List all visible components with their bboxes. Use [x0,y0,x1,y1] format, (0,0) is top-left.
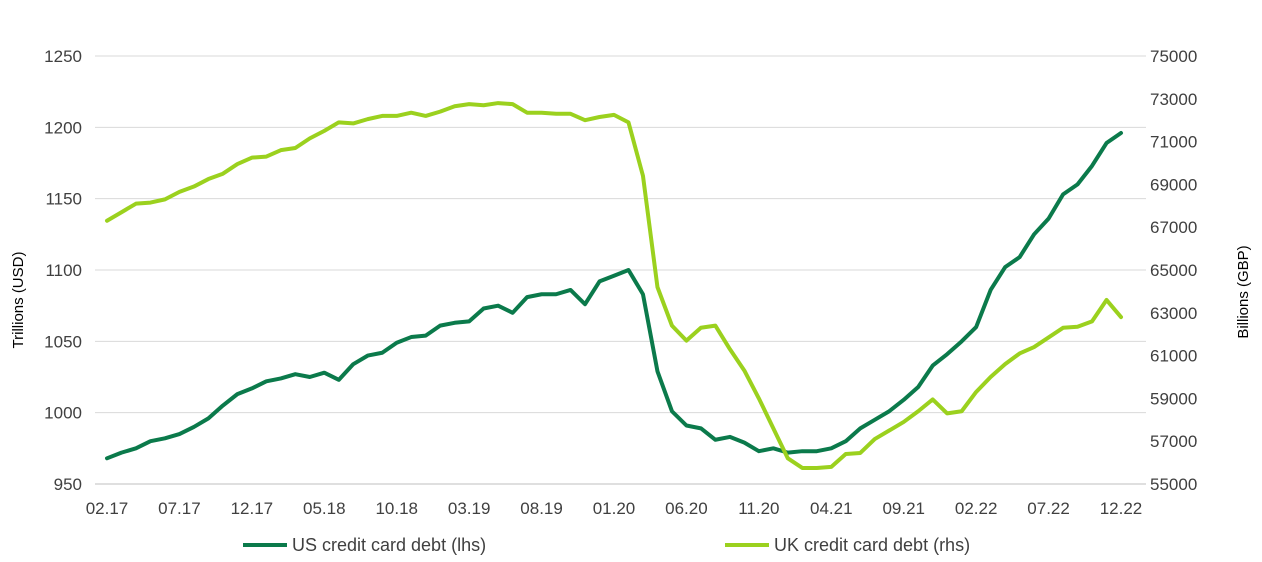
left-tick-label: 950 [54,475,82,494]
left-tick-label: 1200 [44,118,82,137]
left-tick-label: 1100 [45,261,82,280]
left-tick-label: 1000 [44,404,82,423]
left-axis-title: Trillions (USD) [10,252,27,349]
us-debt-line [105,131,1123,461]
right-tick-label: 57000 [1150,432,1197,451]
x-tick-label: 07.17 [158,499,201,518]
x-tick-label: 09.21 [882,499,925,518]
right-tick-label: 65000 [1150,261,1197,280]
uk-debt-line [105,101,1123,470]
legend-label-uk: UK credit card debt (rhs) [774,535,970,555]
x-tick-label: 07.22 [1027,499,1070,518]
x-tick-label: 02.22 [955,499,998,518]
gridlines [95,55,1146,485]
x-tick-label: 03.19 [448,499,491,518]
series-lines [105,101,1123,470]
x-tick-label: 12.17 [231,499,274,518]
right-tick-label: 67000 [1150,218,1197,237]
right-tick-label: 63000 [1150,304,1197,323]
left-axis-ticks: 950 1000 1050 1100 1150 1200 1250 [44,47,82,494]
x-tick-label: 08.19 [520,499,563,518]
x-tick-label: 10.18 [375,499,418,518]
right-tick-label: 73000 [1150,90,1197,109]
x-tick-label: 11.20 [738,499,779,518]
right-tick-label: 61000 [1150,347,1197,366]
left-tick-label: 1250 [44,47,82,66]
left-tick-label: 1150 [45,190,82,209]
right-tick-label: 59000 [1150,389,1197,408]
right-tick-label: 55000 [1150,475,1197,494]
right-axis-title: Billions (GBP) [1235,245,1252,338]
right-tick-label: 75000 [1150,47,1197,66]
x-tick-label: 04.21 [810,499,853,518]
left-tick-label: 1050 [44,332,82,351]
x-tick-label: 05.18 [303,499,346,518]
legend: US credit card debt (lhs) UK credit card… [243,535,970,555]
right-tick-label: 71000 [1150,133,1197,152]
right-tick-label: 69000 [1150,175,1197,194]
x-axis-ticks: 02.17 07.17 12.17 05.18 10.18 03.19 08.19 01.20… [86,499,1143,518]
x-tick-label: 01.20 [593,499,636,518]
right-axis-ticks: 55000 57000 59000 61000 63000 65000 67000 69000… [1150,47,1197,494]
legend-label-us: US credit card debt (lhs) [292,535,486,555]
x-tick-label: 02.17 [86,499,129,518]
x-tick-label: 06.20 [665,499,708,518]
x-tick-label: 12.22 [1100,499,1143,518]
